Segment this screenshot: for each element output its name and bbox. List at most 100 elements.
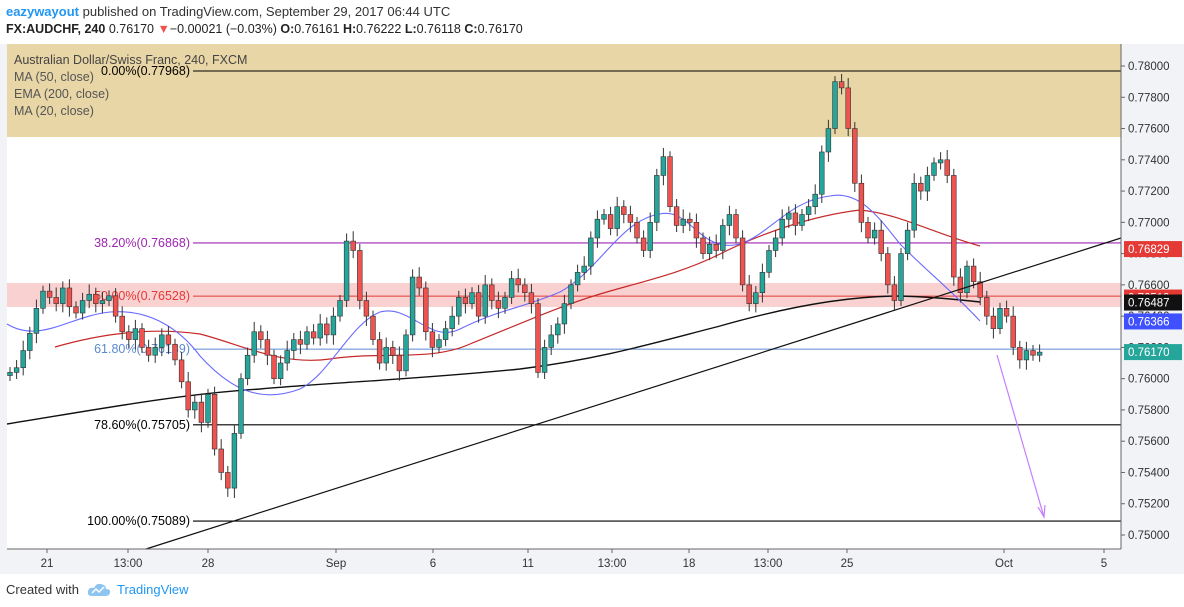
candle	[561, 294, 568, 334]
bearish-candle-body	[178, 359, 185, 383]
candle	[700, 232, 706, 260]
bullish-candle-body	[706, 243, 713, 254]
legend-ma20[interactable]: MA (20, close)	[14, 104, 94, 118]
candle	[218, 439, 224, 481]
ohlc-line: FX:AUDCHF, 240 0.76170 ▼−0.00021 (−0.03%…	[6, 22, 523, 36]
candle	[601, 209, 607, 225]
projection-arrow[interactable]	[996, 354, 1046, 519]
bullish-candle-body	[997, 308, 1003, 329]
candle	[792, 204, 799, 236]
chart-area[interactable]: 0.00%(0.77968) 38.20%(0.76868) 50.00%(0.76…	[0, 41, 1184, 574]
candle	[654, 168, 660, 232]
legend-ma50[interactable]: MA (50, close)	[14, 70, 94, 84]
bullish-candle-body	[581, 265, 587, 273]
candle	[73, 301, 79, 319]
price-axis[interactable]: 0.78000 0.77800 0.77600 0.77400 0.77200 0.770…	[1121, 61, 1170, 542]
candle	[673, 199, 680, 233]
ma20-line	[6, 194, 981, 396]
candle	[878, 220, 884, 262]
bullish-candle-body	[898, 253, 904, 301]
bullish-candle-body	[436, 339, 442, 348]
legend-ema200[interactable]: EMA (200, close)	[14, 87, 109, 101]
bullish-candle-body	[244, 354, 251, 379]
candle	[898, 248, 904, 306]
bearish-candle-body	[1030, 350, 1036, 356]
bullish-candle-body	[99, 300, 106, 304]
bullish-candle-body	[7, 372, 13, 376]
trend-line[interactable]	[145, 237, 1122, 550]
candle	[264, 330, 271, 366]
bullish-candle-body	[192, 401, 198, 411]
bullish-candle-body	[132, 328, 139, 340]
candle	[753, 286, 759, 313]
bullish-candle-body	[343, 240, 350, 301]
candle	[112, 288, 119, 323]
username-link[interactable]: eazywayout	[6, 4, 79, 19]
candle	[86, 284, 92, 309]
candle	[627, 205, 634, 233]
bullish-candle-body	[812, 193, 818, 207]
legend-title: Australian Dollar/Swiss Franc, 240, FXCM	[14, 53, 247, 67]
fibonacci-retracement[interactable]: 0.00%(0.77968)38.20%(0.76868)50.00%(0.76…	[87, 64, 1121, 528]
price-badge	[1124, 294, 1182, 311]
candle	[225, 465, 231, 497]
bullish-candle-body	[152, 347, 158, 356]
close-value: 0.76170	[477, 22, 523, 36]
candle	[423, 281, 429, 341]
candle	[984, 290, 990, 325]
last-price: 0.76170	[108, 22, 154, 36]
candle	[502, 291, 508, 314]
candle	[363, 291, 370, 326]
candle	[370, 310, 376, 346]
tradingview-cloud-icon[interactable]	[86, 580, 112, 600]
bullish-candle-body	[482, 284, 488, 317]
time-tick-label: 28	[202, 558, 215, 570]
candle	[376, 331, 383, 370]
bearish-candle-body	[93, 293, 99, 304]
candle	[640, 230, 647, 258]
candle	[522, 278, 528, 302]
price-tick-label: 0.77000	[1128, 217, 1170, 229]
candle	[343, 233, 350, 308]
bullish-candle-body	[937, 159, 944, 164]
tradingview-link[interactable]: TradingView	[117, 582, 189, 597]
bearish-candle-body	[310, 331, 317, 339]
bearish-candle-body	[489, 284, 495, 301]
bearish-candle-body	[858, 182, 865, 223]
price-tick-label: 0.75600	[1128, 436, 1170, 448]
bearish-candle-body	[225, 472, 231, 489]
price-tick-label: 0.75400	[1128, 467, 1170, 479]
fib-level-label: 0.00%(0.77968)	[101, 64, 190, 78]
bullish-candle-body	[601, 214, 607, 220]
candle	[951, 168, 957, 286]
bullish-candle-body	[680, 218, 686, 226]
candle	[515, 268, 521, 293]
candle	[145, 339, 152, 362]
bearish-candle-body	[66, 287, 73, 308]
bearish-candle-body	[350, 240, 356, 251]
bearish-candle-body	[46, 290, 53, 298]
bearish-candle-body	[845, 87, 851, 129]
bearish-candle-body	[1010, 315, 1016, 348]
price-chart[interactable]: 0.00%(0.77968)38.20%(0.76868)50.00%(0.76…	[0, 41, 1184, 574]
price-tick-label: 0.77400	[1128, 155, 1170, 167]
candle	[185, 371, 191, 418]
candle	[27, 326, 33, 360]
chart-legend: Australian Dollar/Swiss Franc, 240, FXCM…	[14, 53, 247, 118]
bearish-candle-body	[258, 331, 264, 340]
candle	[462, 288, 469, 314]
bearish-candle-body	[462, 297, 469, 304]
bullish-candle-body	[337, 300, 343, 317]
candle	[1036, 344, 1043, 362]
time-axis[interactable]: 21 13:00 28 Sep 6 11 13:00 18 13:00 25 Oct 5	[41, 549, 1108, 570]
bullish-candle-body	[772, 237, 779, 251]
candle	[119, 306, 125, 340]
candle	[805, 199, 812, 222]
candle	[60, 281, 66, 313]
price-tick-label: 0.76000	[1128, 374, 1170, 386]
candle	[258, 325, 264, 349]
price-tick-label: 0.77200	[1128, 186, 1170, 198]
candle	[726, 205, 733, 236]
bullish-candle-body	[238, 378, 244, 434]
